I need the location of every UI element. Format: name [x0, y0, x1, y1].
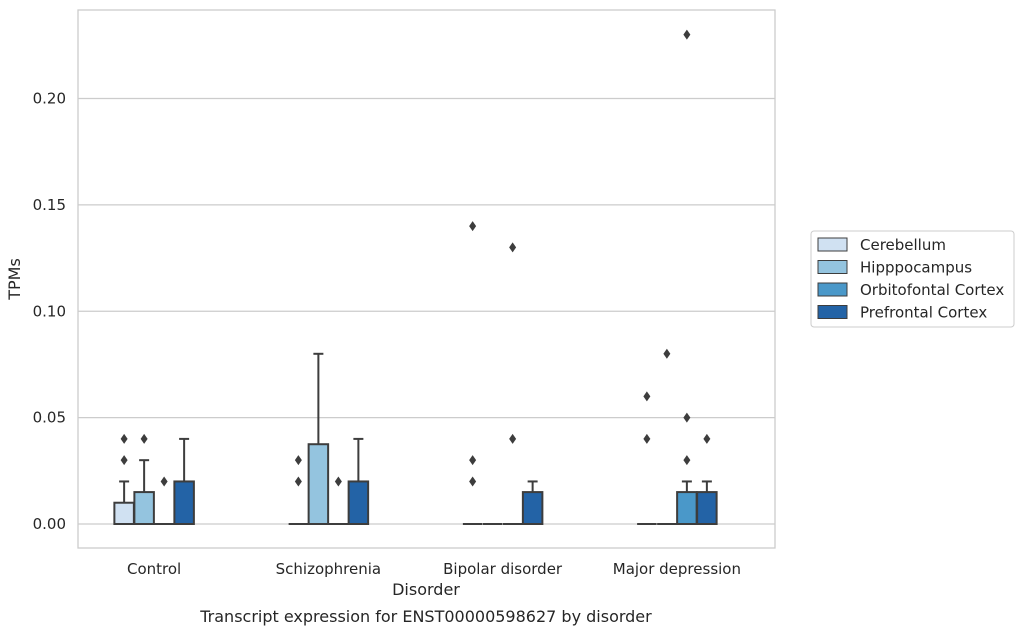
x-axis-title: Disorder [392, 580, 460, 599]
box-body [521, 491, 544, 525]
outlier-point [509, 433, 517, 444]
legend-swatch [817, 282, 848, 297]
outlier-point [663, 348, 671, 359]
outlier-point [469, 221, 477, 232]
x-tick-labels: Control Schizophrenia Bipolar disorder Majo… [127, 560, 741, 578]
x-tick-label: Control [127, 560, 181, 578]
box-body [347, 480, 370, 526]
y-tick-label: 0.15 [33, 196, 66, 214]
box-body [696, 491, 718, 525]
outlier-point [643, 433, 651, 444]
legend-label: Cerebellum [860, 236, 946, 254]
outlier-point [469, 476, 477, 487]
outlier-point [160, 476, 168, 487]
series-hipppocampus [133, 348, 677, 525]
legend: Cerebellum Hipppocampus Orbitofontal Corte… [810, 230, 1015, 328]
y-tick-label: 0.20 [33, 90, 66, 108]
y-axis-title: TPMs [5, 258, 24, 301]
box-body [676, 491, 698, 525]
box-series [113, 29, 718, 526]
box-body [113, 501, 135, 526]
legend-swatch [817, 237, 848, 252]
legend-swatch [817, 305, 848, 319]
outlier-point [683, 412, 691, 423]
legend-label: Hipppocampus [860, 259, 972, 277]
outlier-point [140, 433, 148, 444]
x-tick-label: Bipolar disorder [443, 560, 563, 578]
outlier-point [703, 433, 711, 444]
y-tick-label: 0.05 [33, 409, 66, 427]
legend-frame [810, 230, 1015, 328]
outlier-point [509, 242, 517, 253]
outlier-point [120, 433, 128, 444]
y-tick-label: 0.10 [33, 302, 66, 320]
chart-caption: Transcript expression for ENST0000059862… [199, 607, 652, 626]
box-body [173, 480, 195, 526]
x-tick-label: Schizophrenia [276, 560, 381, 578]
legend-label: Prefrontal Cortex [860, 304, 987, 322]
legend-label: Orbitofontal Cortex [860, 281, 1004, 299]
outlier-point [683, 29, 691, 40]
outlier-point [334, 476, 342, 487]
outlier-point [643, 391, 651, 402]
outlier-point [294, 476, 302, 487]
y-tick-label: 0.00 [33, 515, 66, 533]
outlier-point [683, 455, 691, 466]
x-tick-label: Major depression [613, 560, 741, 578]
series-cerebellum [113, 221, 657, 526]
outlier-point [294, 455, 302, 466]
outlier-point [469, 455, 477, 466]
box-body [307, 443, 330, 525]
series-prefrontal-cortex [173, 433, 718, 526]
plot-background [77, 9, 776, 549]
y-tick-labels: 0.00 0.05 0.10 0.15 0.20 [33, 90, 66, 534]
legend-swatch [817, 260, 848, 274]
outlier-point [120, 455, 128, 466]
box-body [133, 491, 155, 525]
